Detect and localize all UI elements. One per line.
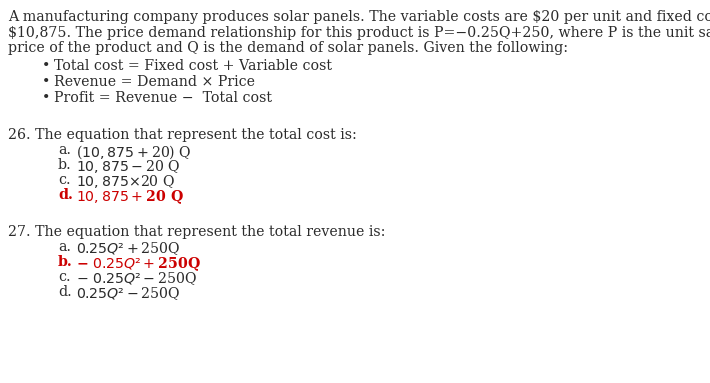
Text: b.: b. (58, 158, 72, 172)
Text: 26. The equation that represent the total cost is:: 26. The equation that represent the tota… (8, 128, 357, 142)
Text: $10,875. The price demand relationship for this product is P=−0.25Q+250, where P: $10,875. The price demand relationship f… (8, 26, 710, 39)
Text: price of the product and Q is the demand of solar panels. Given the following:: price of the product and Q is the demand… (8, 41, 568, 55)
Text: c.: c. (58, 270, 70, 284)
Text: 27. The equation that represent the total revenue is:: 27. The equation that represent the tota… (8, 225, 386, 239)
Text: $10,875 − $20 Q: $10,875 − $20 Q (76, 158, 181, 175)
Text: $0.25Q² − $250Q: $0.25Q² − $250Q (76, 285, 180, 302)
Text: d.: d. (58, 188, 73, 202)
Text: − $0.25Q² + $250Q: − $0.25Q² + $250Q (76, 255, 201, 273)
Text: $10,875 + $20 Q: $10,875 + $20 Q (76, 188, 184, 206)
Text: $10,875 × $20 Q: $10,875 × $20 Q (76, 173, 175, 190)
Text: ($10,875 + $20) Q: ($10,875 + $20) Q (76, 143, 192, 160)
Text: $0.25Q² + $250Q: $0.25Q² + $250Q (76, 240, 180, 257)
Text: Revenue = Demand × Price: Revenue = Demand × Price (54, 75, 255, 89)
Text: A manufacturing company produces solar panels. The variable costs are $20 per un: A manufacturing company produces solar p… (8, 10, 710, 24)
Text: a.: a. (58, 143, 71, 157)
Text: − $0.25Q² − $250Q: − $0.25Q² − $250Q (76, 270, 197, 287)
Text: b.: b. (58, 255, 72, 269)
Text: d.: d. (58, 285, 72, 299)
Text: Profit = Revenue −  Total cost: Profit = Revenue − Total cost (54, 90, 272, 105)
Text: c.: c. (58, 173, 70, 187)
Text: •: • (42, 59, 50, 74)
Text: •: • (42, 90, 50, 105)
Text: a.: a. (58, 240, 71, 254)
Text: •: • (42, 75, 50, 89)
Text: Total cost = Fixed cost + Variable cost: Total cost = Fixed cost + Variable cost (54, 59, 332, 74)
